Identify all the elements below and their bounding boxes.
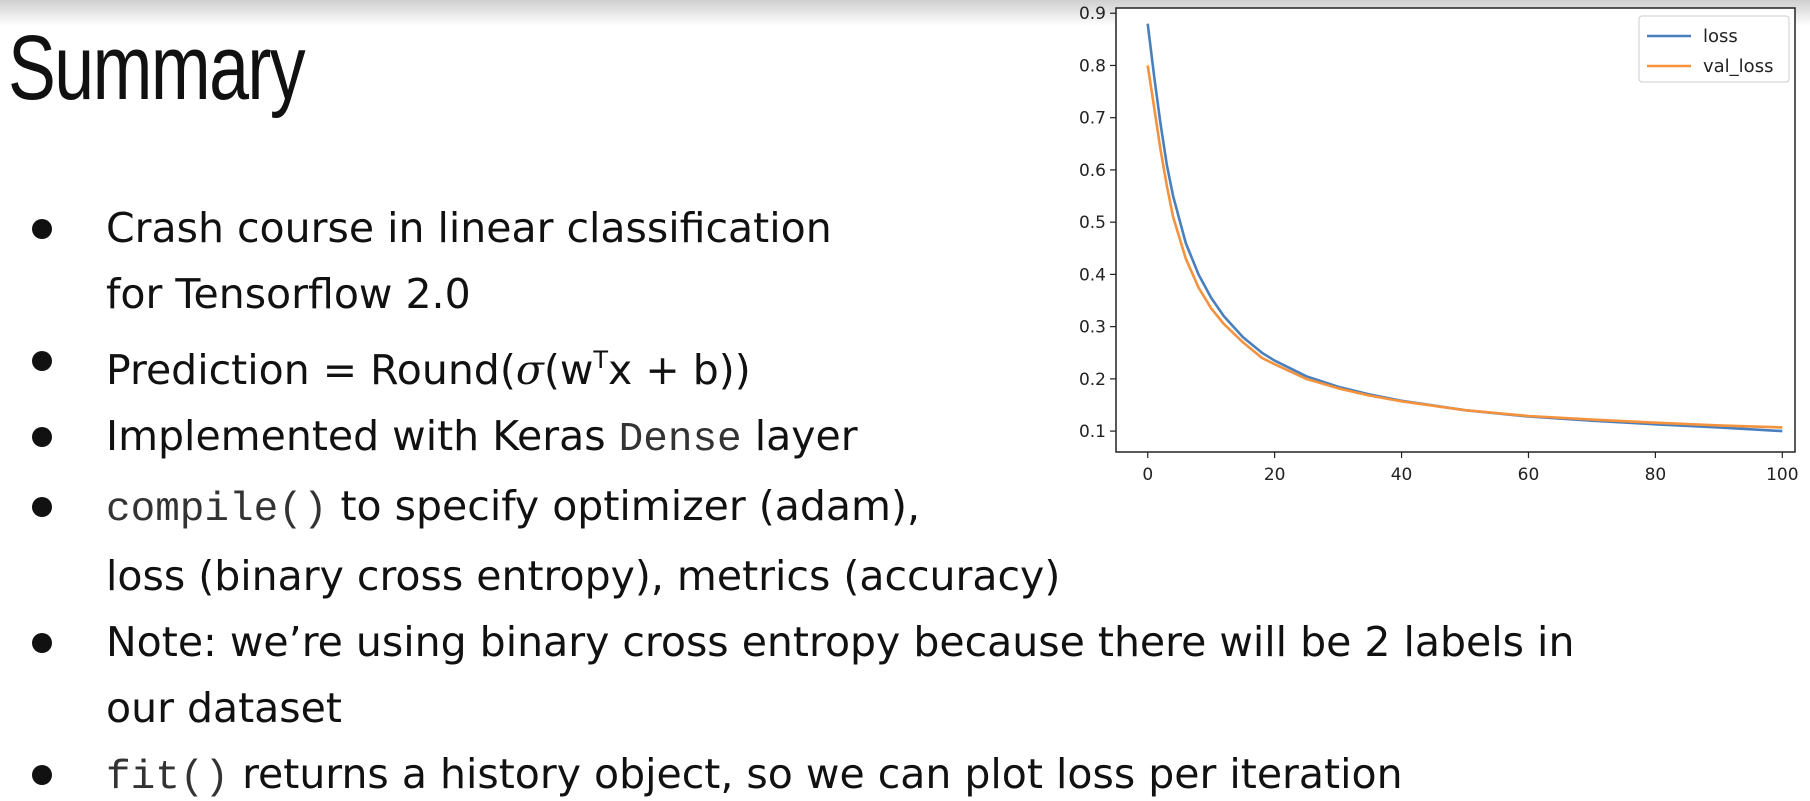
transpose-superscript: T bbox=[593, 346, 609, 374]
x-tick-label: 80 bbox=[1645, 465, 1667, 485]
bullet-dot bbox=[32, 427, 52, 447]
y-tick-label: 0.2 bbox=[1079, 370, 1106, 390]
note-text-line-2: our dataset bbox=[106, 684, 342, 732]
x-tick-label: 60 bbox=[1518, 465, 1540, 485]
bullet-prediction: Prediction = Round(σ(wTx + b)) bbox=[0, 327, 1786, 403]
x-tick-label: 100 bbox=[1766, 465, 1798, 485]
y-tick-label: 0.8 bbox=[1079, 56, 1106, 76]
y-tick-label: 0.4 bbox=[1079, 265, 1106, 285]
y-tick-label: 0.5 bbox=[1079, 213, 1106, 233]
y-tick-label: 0.9 bbox=[1079, 4, 1106, 24]
bullet-dot bbox=[32, 633, 52, 653]
y-tick-label: 0.1 bbox=[1079, 422, 1106, 442]
compile-text-line-2: loss (binary cross entropy), metrics (ac… bbox=[106, 552, 1061, 600]
y-tick-label: 0.3 bbox=[1079, 318, 1106, 338]
prediction-mid: (w bbox=[543, 346, 594, 394]
prediction-suffix: x + b)) bbox=[608, 346, 751, 394]
bullet-dense-layer: Implemented with Keras Dense layer bbox=[0, 403, 1786, 473]
dense-suffix: layer bbox=[741, 412, 858, 460]
code-dense: Dense bbox=[618, 417, 742, 463]
bullet-text-line-2: for Tensorflow 2.0 bbox=[106, 270, 471, 318]
bullet-text-line-1: Crash course in linear classification bbox=[106, 204, 832, 252]
y-tick-label: 0.7 bbox=[1079, 109, 1106, 129]
code-fit: fit() bbox=[106, 755, 230, 801]
bullet-dot bbox=[32, 351, 52, 371]
bullet-dot bbox=[32, 765, 52, 785]
bullet-dot bbox=[32, 219, 52, 239]
legend-label: loss bbox=[1703, 26, 1738, 47]
loss-chart: 0.1 0.2 0.3 0.4 0.5 0.6 0.7 0.8 0.9 0 20 40 60 80 100 l… bbox=[1060, 0, 1810, 500]
bullet-fit: fit() returns a history object, so we ca… bbox=[0, 741, 1786, 801]
series-line-val-loss bbox=[1146, 65, 1783, 429]
bullet-note: Note: we’re using binary cross entropy b… bbox=[0, 609, 1786, 741]
fit-text: returns a history object, so we can plot… bbox=[229, 750, 1403, 798]
x-tick-label: 0 bbox=[1142, 465, 1153, 485]
loss-chart-svg: 0.1 0.2 0.3 0.4 0.5 0.6 0.7 0.8 0.9 0 20 40 60 80 100 l… bbox=[1079, 4, 1799, 485]
y-tick-label: 0.6 bbox=[1079, 161, 1106, 181]
prediction-prefix: Prediction = Round( bbox=[106, 346, 516, 394]
sigma-symbol: σ bbox=[515, 346, 544, 394]
bullet-list: Crash course in linear classification fo… bbox=[0, 195, 1786, 801]
dense-prefix: Implemented with Keras bbox=[106, 412, 619, 460]
x-tick-label: 40 bbox=[1391, 465, 1413, 485]
compile-text-line-1: to specify optimizer (adam), bbox=[327, 482, 920, 530]
x-tick-label: 20 bbox=[1264, 465, 1286, 485]
slide-title: Summary bbox=[8, 17, 306, 119]
code-compile: compile() bbox=[106, 487, 328, 533]
note-text-line-1: Note: we’re using binary cross entropy b… bbox=[106, 618, 1575, 666]
bullet-crash-course: Crash course in linear classification fo… bbox=[0, 195, 1786, 327]
legend-label: val_loss bbox=[1703, 56, 1773, 77]
bullet-dot bbox=[32, 497, 52, 517]
bullet-compile: compile() to specify optimizer (adam), l… bbox=[0, 473, 1786, 609]
